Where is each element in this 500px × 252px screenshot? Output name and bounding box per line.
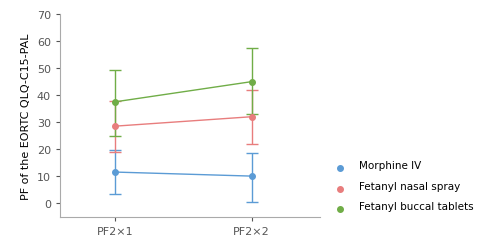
Y-axis label: PF of the EORTC QLQ-C15-PAL: PF of the EORTC QLQ-C15-PAL (22, 33, 32, 199)
Legend: Morphine IV, Fetanyl nasal spray, Fetanyl buccal tablets: Morphine IV, Fetanyl nasal spray, Fetany… (338, 160, 473, 211)
